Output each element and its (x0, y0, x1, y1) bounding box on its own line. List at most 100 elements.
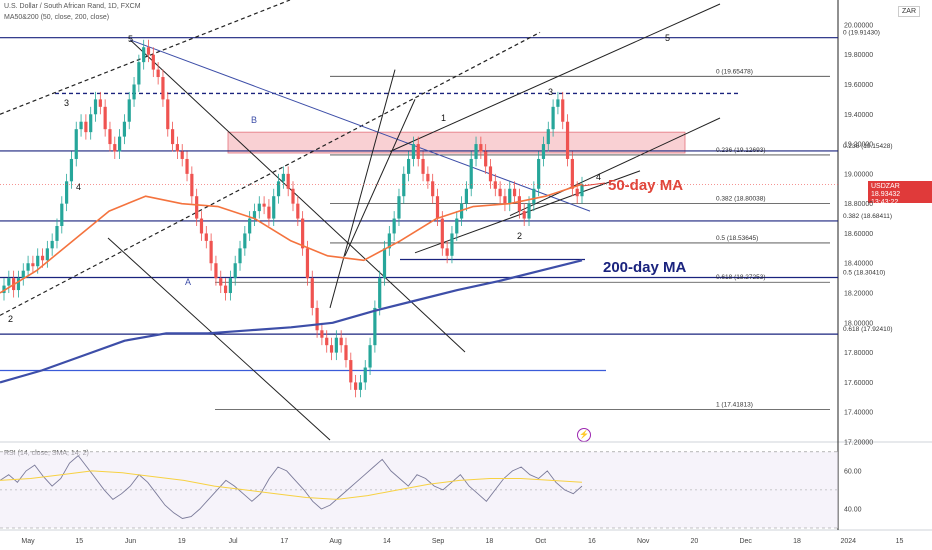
candlestick (89, 106, 93, 140)
wave-label: 2 (517, 231, 522, 241)
wave-label: 4 (76, 182, 81, 192)
current-price-badge: USDZAR 18.93432 13:43:22 (868, 181, 932, 206)
date-tick-label: Sep (432, 538, 445, 545)
candlestick (565, 114, 570, 167)
candlestick (180, 144, 184, 167)
candle-body (267, 206, 271, 219)
date-tick-label: May (21, 538, 35, 545)
candle-body (122, 121, 127, 137)
candle-body (40, 255, 45, 261)
candlestick (512, 181, 517, 204)
candle-body (329, 345, 334, 353)
candlestick (407, 151, 411, 182)
candle-body (392, 218, 396, 234)
candlestick (243, 226, 247, 256)
candlestick (79, 114, 83, 137)
resistance-zone (227, 131, 686, 154)
candlestick (363, 360, 367, 390)
candle-body (55, 226, 59, 241)
candlestick (435, 188, 440, 226)
candlestick (551, 99, 555, 137)
candle-body (45, 248, 49, 261)
candlestick (378, 270, 382, 316)
candle-body (108, 129, 112, 145)
candlestick (580, 176, 584, 204)
candle-body (180, 151, 184, 159)
candle-body (276, 181, 281, 197)
candle-body (450, 233, 454, 256)
fib-level-label: 0.618 (18.27253) (716, 274, 766, 281)
candlestick (440, 211, 444, 256)
candle-body (219, 278, 223, 286)
candle-body (421, 158, 425, 174)
candlestick (402, 166, 406, 204)
candle-body (60, 203, 64, 226)
candlestick (416, 136, 420, 167)
candlestick (209, 233, 213, 271)
candle-body (151, 54, 155, 70)
currency-button[interactable]: ZAR (898, 6, 920, 17)
candlestick (272, 188, 276, 226)
date-tick-label: 20 (691, 538, 699, 545)
wave-label: 5 (128, 34, 133, 44)
wave-label: 1 (441, 113, 446, 123)
candlestick (488, 158, 493, 189)
channel-line (129, 39, 466, 353)
candle-body (272, 196, 276, 219)
candlestick (103, 99, 107, 137)
candle-body (113, 144, 117, 152)
candlestick (541, 136, 546, 167)
fib-level-label: 0.5 (18.53645) (716, 235, 758, 242)
price-tick-label: 17.60000 (844, 380, 873, 387)
candle-body (16, 278, 21, 291)
fib-level-label: 0 (19.91430) (843, 30, 880, 37)
price-tick-label: 19.80000 (844, 52, 873, 59)
date-tick-label: Aug (329, 538, 342, 545)
candlestick (2, 278, 6, 301)
price-tick-label: 17.40000 (844, 410, 873, 417)
candle-body (532, 188, 536, 204)
candlestick (286, 166, 290, 197)
candlestick (74, 121, 78, 167)
candle-body (228, 278, 232, 294)
candle-body (431, 181, 435, 197)
candlestick (98, 91, 102, 115)
price-badge-countdown: 13:43:22 (871, 199, 899, 206)
candlestick (267, 199, 271, 226)
candlestick (118, 129, 122, 159)
candlestick (219, 270, 223, 294)
fib-level-label: 0.5 (18.30410) (843, 270, 885, 277)
date-tick-label: 19 (178, 538, 186, 545)
candle-body (195, 196, 199, 219)
candlestick (55, 218, 59, 249)
candlestick (26, 255, 30, 279)
candle-body (416, 144, 420, 159)
candlestick (195, 188, 199, 226)
channel-line (107, 237, 331, 441)
fib-level-label: 0.382 (18.80038) (716, 196, 766, 203)
wave-label: 2 (8, 314, 13, 324)
candle-body (503, 196, 507, 204)
candle-body (238, 248, 242, 264)
candlestick (464, 181, 468, 212)
price-tick-label: 19.00000 (844, 171, 873, 178)
price-tick-label: 19.20000 (844, 142, 873, 149)
candle-body (561, 99, 565, 122)
wave-label: B (251, 115, 257, 125)
ma200-annotation: 200-day MA (603, 259, 687, 276)
candlestick (334, 330, 338, 361)
ma200-line (0, 259, 583, 384)
ma-indicator-label: MA50&200 (50, close, 200, close) (4, 14, 110, 21)
candle-body (26, 263, 30, 271)
fib-level-label: 0.382 (18.68411) (843, 213, 892, 220)
channel-line (509, 117, 721, 217)
candle-body (570, 158, 574, 189)
candlestick (546, 121, 550, 152)
candlestick (166, 91, 170, 137)
candlestick (373, 300, 377, 353)
annotation-pointer (581, 182, 606, 187)
rsi-band (0, 451, 838, 528)
candlestick (561, 91, 565, 130)
candlestick (479, 136, 483, 159)
